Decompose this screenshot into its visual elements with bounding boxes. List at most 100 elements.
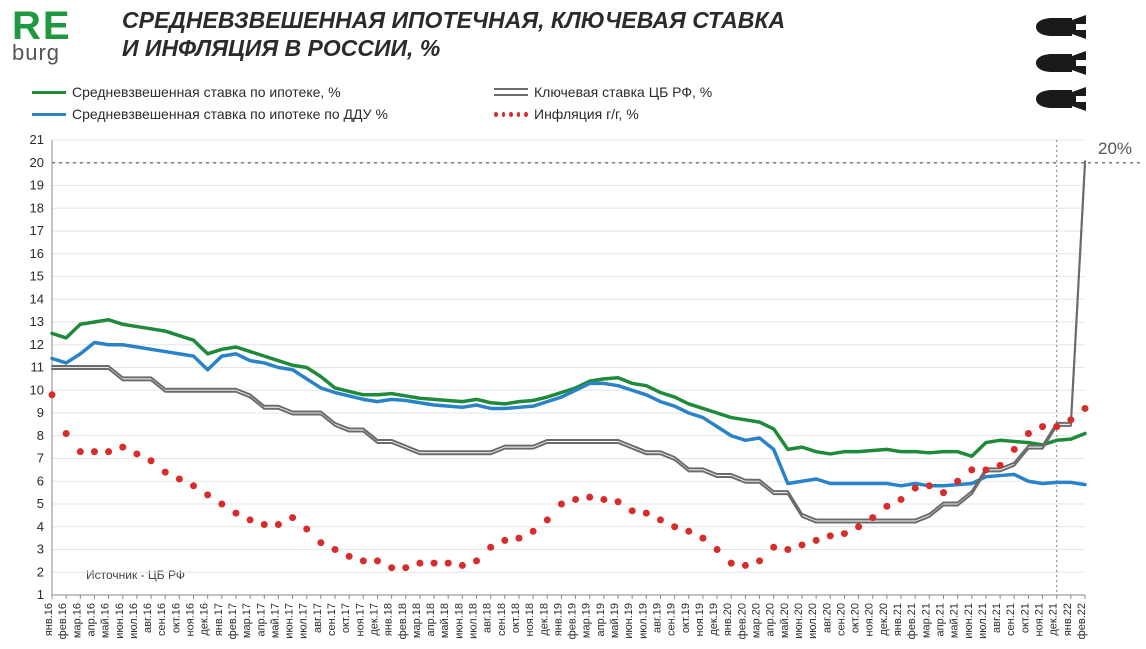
svg-text:окт.16: окт.16 [170, 603, 182, 633]
svg-text:сен.16: сен.16 [156, 603, 168, 636]
svg-text:7: 7 [37, 451, 44, 466]
svg-text:июл.19: июл.19 [637, 603, 649, 639]
chart-stage: RE burg СРЕДНЕВЗВЕШЕННАЯ ИПОТЕЧНАЯ, КЛЮЧ… [0, 0, 1146, 649]
svg-text:апр.16: апр.16 [85, 603, 97, 636]
svg-text:фев.18: фев.18 [397, 603, 409, 639]
svg-text:дек.19: дек.19 [708, 603, 720, 636]
svg-text:мар.19: мар.19 [581, 603, 593, 638]
series-inflation-point [218, 501, 225, 508]
series-inflation-point [869, 514, 876, 521]
svg-text:ноя.19: ноя.19 [694, 603, 706, 636]
series-inflation-point [926, 482, 933, 489]
svg-text:3: 3 [37, 542, 44, 557]
svg-text:июл.21: июл.21 [977, 603, 989, 639]
series-inflation-point [742, 562, 749, 569]
svg-text:авг.19: авг.19 [651, 603, 663, 633]
svg-text:мар.18: мар.18 [411, 603, 423, 638]
svg-text:9: 9 [37, 405, 44, 420]
svg-text:ноя.16: ноя.16 [185, 603, 197, 636]
svg-text:янв.20: янв.20 [722, 603, 734, 636]
series-inflation-point [883, 503, 890, 510]
svg-text:сен.19: сен.19 [666, 603, 678, 636]
series-inflation-point [1039, 423, 1046, 430]
series-inflation-point [982, 466, 989, 473]
svg-text:дек.18: дек.18 [538, 603, 550, 636]
svg-text:май.17: май.17 [269, 603, 281, 638]
series-inflation-point [558, 501, 565, 508]
svg-text:апр.18: апр.18 [425, 603, 437, 636]
svg-text:май.21: май.21 [949, 603, 961, 638]
svg-text:янв.18: янв.18 [383, 603, 395, 636]
series-inflation-point [459, 562, 466, 569]
series-inflation-point [346, 553, 353, 560]
series-inflation-point [133, 450, 140, 457]
svg-text:апр.17: апр.17 [255, 603, 267, 636]
svg-text:мар.16: мар.16 [71, 603, 83, 638]
svg-text:июл.17: июл.17 [298, 603, 310, 639]
svg-text:май.16: май.16 [100, 603, 112, 638]
svg-text:авг.17: авг.17 [312, 603, 324, 633]
series-inflation-point [49, 391, 56, 398]
svg-text:июл.16: июл.16 [128, 603, 140, 639]
svg-text:4: 4 [37, 519, 44, 534]
series-inflation-point [629, 507, 636, 514]
svg-text:июл.20: июл.20 [807, 603, 819, 639]
svg-text:сен.20: сен.20 [835, 603, 847, 636]
series-inflation-point [402, 564, 409, 571]
svg-text:июн.21: июн.21 [963, 603, 975, 639]
svg-text:6: 6 [37, 473, 44, 488]
svg-text:сен.18: сен.18 [496, 603, 508, 636]
svg-text:дек.17: дек.17 [368, 603, 380, 636]
series-inflation-point [671, 523, 678, 530]
series-inflation-point [176, 475, 183, 482]
svg-text:июн.19: июн.19 [623, 603, 635, 639]
svg-text:мар.20: мар.20 [751, 603, 763, 638]
series-inflation-point [841, 530, 848, 537]
series-inflation-point [63, 430, 70, 437]
series-inflation-point [756, 557, 763, 564]
svg-text:июн.18: июн.18 [453, 603, 465, 639]
series-inflation-point [204, 491, 211, 498]
series-inflation-point [1011, 446, 1018, 453]
series-inflation-point [289, 514, 296, 521]
svg-text:апр.20: апр.20 [765, 603, 777, 636]
series-inflation-point [827, 532, 834, 539]
series-inflation-point [600, 496, 607, 503]
svg-text:фев.19: фев.19 [567, 603, 579, 639]
svg-text:ноя.18: ноя.18 [524, 603, 536, 636]
svg-text:июл.18: июл.18 [468, 603, 480, 639]
series-inflation-point [232, 510, 239, 517]
svg-text:фев.17: фев.17 [227, 603, 239, 639]
svg-text:янв.22: янв.22 [1062, 603, 1074, 636]
svg-text:19: 19 [30, 178, 44, 193]
svg-text:окт.21: окт.21 [1019, 603, 1031, 633]
series-inflation-point [1053, 423, 1060, 430]
svg-text:апр.19: апр.19 [595, 603, 607, 636]
series-inflation-point [1082, 405, 1089, 412]
series-inflation-point [997, 462, 1004, 469]
svg-text:15: 15 [30, 269, 44, 284]
svg-text:май.18: май.18 [439, 603, 451, 638]
series-inflation-point [855, 523, 862, 530]
series-inflation-point [388, 564, 395, 571]
svg-text:авг.20: авг.20 [821, 603, 833, 633]
series-inflation-point [91, 448, 98, 455]
series-inflation-point [685, 528, 692, 535]
series-inflation-point [501, 537, 508, 544]
svg-text:авг.16: авг.16 [142, 603, 154, 633]
svg-text:2: 2 [37, 564, 44, 579]
series-inflation-point [317, 539, 324, 546]
series-inflation-point [544, 516, 551, 523]
series-inflation-point [487, 544, 494, 551]
series-inflation-point [416, 560, 423, 567]
svg-text:ноя.21: ноя.21 [1034, 603, 1046, 636]
series-inflation-point [190, 482, 197, 489]
svg-text:янв.19: янв.19 [552, 603, 564, 636]
svg-text:июн.16: июн.16 [114, 603, 126, 639]
series-inflation-point [360, 557, 367, 564]
svg-text:дек.16: дек.16 [199, 603, 211, 636]
svg-text:янв.17: янв.17 [213, 603, 225, 636]
series-inflation-point [162, 469, 169, 476]
svg-text:сен.21: сен.21 [1005, 603, 1017, 636]
series-inflation-point [940, 489, 947, 496]
